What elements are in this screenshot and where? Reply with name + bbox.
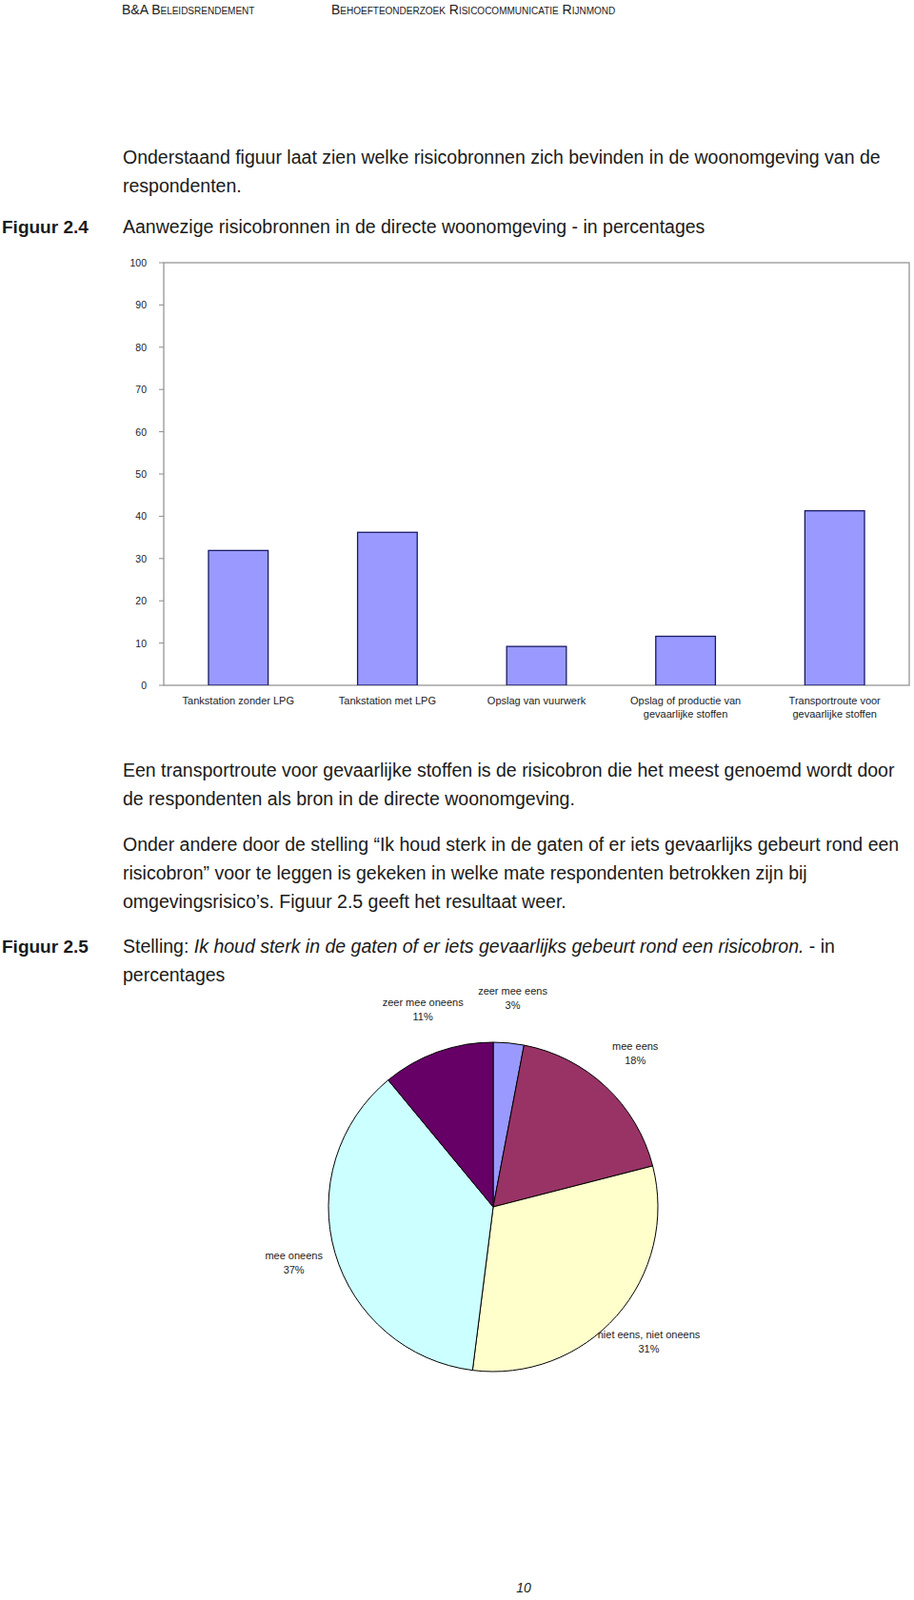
bar: [506, 646, 567, 686]
paragraph: Een transportroute voor gevaarlijke stof…: [122, 755, 914, 814]
data-label: 18%: [624, 1054, 646, 1067]
y-tick-label: 20: [135, 595, 147, 607]
y-tick: [158, 389, 164, 391]
x-tick-label: Tankstation met LPG: [338, 695, 437, 707]
y-tick-label: 60: [135, 426, 147, 438]
figure-label: Figuur 2.4: [1, 213, 89, 242]
y-tick-label: 10: [135, 637, 147, 650]
y-tick-label: 70: [135, 383, 147, 396]
slice-label: zeer mee oneens: [382, 996, 464, 1009]
label-line: Opslag of productie van: [630, 695, 741, 707]
x-tick-label: Opslag of productie vangevaarlijke stoff…: [630, 695, 741, 720]
bar: [208, 550, 269, 686]
y-tick-label: 80: [135, 341, 147, 354]
slice-label: niet eens, niet oneens: [597, 1329, 701, 1341]
figure-label: Figuur 2.5: [1, 933, 89, 962]
charts-layer: 0 10 20 30 40 50 60 70 80 90 100 Tankstation zonder…: [0, 0, 914, 1600]
x-tick-label: Transportroute voorgevaarlijke stoffen: [789, 695, 882, 720]
bar: [357, 532, 418, 686]
y-tick: [158, 600, 164, 602]
pie-slice: [493, 1045, 654, 1208]
y-tick: [158, 642, 164, 644]
header-right: Behoefteonderzoek Risicocommunicatie Rij…: [331, 1, 616, 18]
pie-slice: [388, 1042, 494, 1208]
y-tick: [158, 474, 164, 476]
y-tick: [158, 346, 164, 348]
page-number: 10: [504, 1580, 543, 1596]
label-line: Transportroute voor: [789, 695, 882, 707]
data-label: 11%: [413, 1011, 434, 1023]
y-tick: [158, 516, 164, 517]
bar: [804, 511, 865, 686]
plot-frame: [163, 262, 910, 686]
header-left: B&A Beleidsrendement: [121, 1, 255, 18]
label-line: gevaarlijke stoffen: [643, 708, 728, 720]
label-line: Opslag van vuurwerk: [487, 695, 587, 707]
page: B&A Beleidsrendement Behoefteonderzoek Ri…: [0, 0, 914, 1600]
pie-slice: [472, 1166, 658, 1372]
y-tick: [158, 304, 164, 306]
y-tick-label: 90: [135, 298, 147, 311]
slice-label: zeer mee eens: [477, 985, 548, 997]
y-tick-label: 30: [135, 553, 147, 565]
pie: [328, 1042, 658, 1372]
bar: [655, 635, 716, 686]
slice-label: mee eens: [612, 1040, 659, 1053]
paragraph: Onder andere door de stelling “Ik houd s…: [122, 830, 914, 916]
slice-label: mee oneens: [264, 1250, 323, 1262]
y-tick: [158, 685, 164, 687]
label-line: Tankstation zonder LPG: [182, 695, 295, 707]
label-line: gevaarlijke stoffen: [792, 708, 876, 720]
caption-prefix: Stelling:: [122, 935, 189, 957]
y-tick-label: 100: [129, 257, 147, 269]
y-tick-label: 0: [140, 679, 147, 692]
y-tick-label: 40: [135, 510, 147, 522]
y-tick: [158, 557, 164, 559]
y-tick-label: 50: [135, 468, 147, 480]
data-label: 37%: [283, 1264, 305, 1276]
intro-paragraph: Onderstaand figuur laat zien welke risic…: [122, 142, 914, 200]
data-label: 31%: [638, 1343, 660, 1355]
chart-caption: Stelling: Ik houd sterk in de gaten of e…: [122, 932, 914, 990]
bars: [208, 511, 865, 686]
x-tick-label: Opslag van vuurwerk: [487, 695, 587, 707]
x-tick-label: Tankstation zonder LPG: [182, 695, 295, 707]
label-line: Tankstation met LPG: [338, 695, 437, 707]
y-tick: [158, 431, 164, 433]
chart-title: Aanwezige risicobronnen in de directe wo…: [122, 212, 914, 241]
pie-slice: [493, 1042, 524, 1208]
pie-slice: [328, 1080, 494, 1371]
y-tick: [158, 262, 164, 264]
chart-title: Ik houd sterk in de gaten of er iets gev…: [194, 935, 805, 957]
data-label: 3%: [505, 999, 521, 1012]
